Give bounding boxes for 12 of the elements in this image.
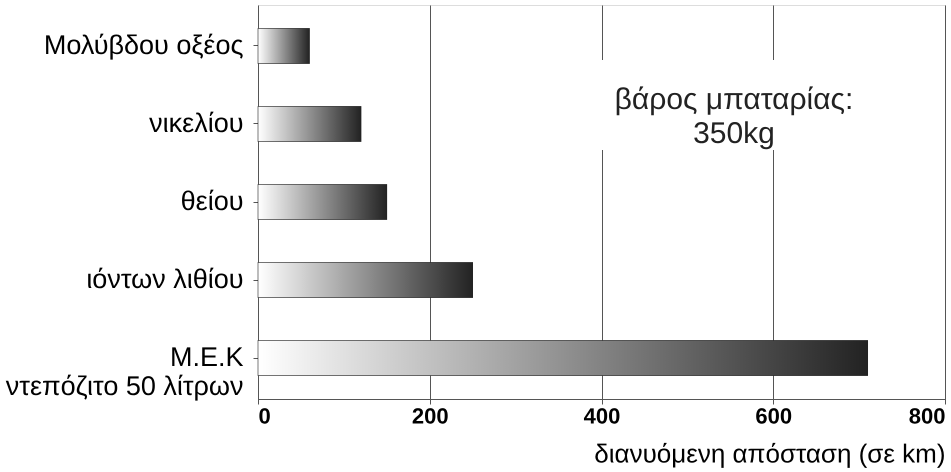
y-tick-label: Μολύβδου οξέος: [44, 30, 244, 60]
y-tick-label: θείου: [180, 186, 244, 216]
annotation: βάρος μπαταρίας: 350kg: [614, 83, 854, 150]
x-tick-label: 400: [584, 404, 620, 428]
x-tick-label: 0: [258, 404, 271, 428]
y-tick-label: ιόντων λιθίου: [86, 264, 244, 294]
x-tick-label: 800: [908, 404, 946, 428]
x-tick-label: 600: [755, 404, 792, 428]
x-axis-title: διανυόμενη απόσταση (σε km): [594, 438, 946, 468]
y-tick-label: νικελίου: [149, 108, 244, 138]
x-tick-label: 200: [412, 404, 449, 428]
y-tick-label: Μ.Ε.Κ ντεπόζιτο 50 λίτρων: [6, 342, 244, 402]
